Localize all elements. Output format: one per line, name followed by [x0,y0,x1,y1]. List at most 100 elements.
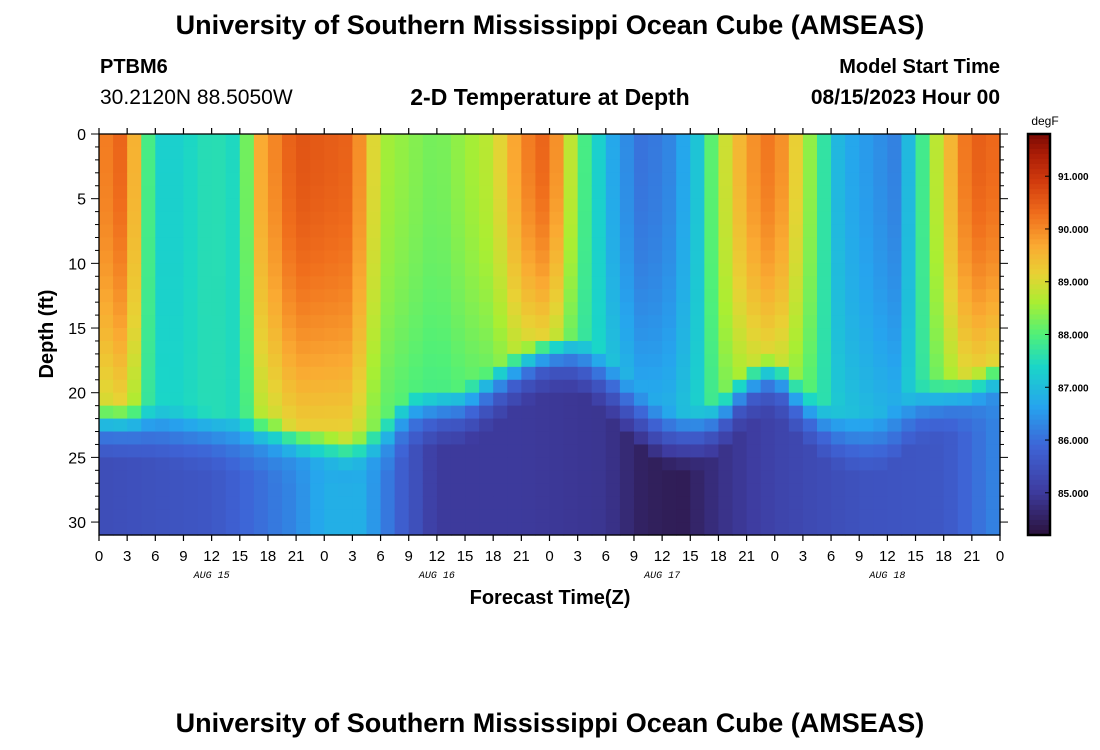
colorbar-segment [1028,459,1050,466]
heatmap-cell [296,405,311,420]
heatmap-cell [816,159,832,174]
heatmap-cell [816,444,832,458]
heatmap-cell [141,496,156,510]
heatmap-cell [633,198,649,213]
heatmap-cell [591,211,607,226]
heatmap-cell [690,302,705,316]
heatmap-cell [436,250,452,264]
heatmap-cell [310,366,325,381]
heatmap-cell [366,418,382,433]
heatmap-cell [802,457,818,471]
heatmap-cell [901,444,917,458]
heatmap-cell [887,302,903,316]
heatmap-cell [831,522,846,536]
heatmap-cell [563,509,579,523]
heatmap-cell [563,353,579,368]
heatmap-cell [788,392,804,407]
colorbar-segment [1028,189,1050,195]
heatmap-cell [197,224,213,239]
heatmap-cell [479,522,494,536]
heatmap-cell [338,379,354,394]
heatmap-cell [127,328,142,342]
heatmap-cell [422,250,438,264]
heatmap-cell [324,431,339,446]
heatmap-cell [549,470,565,484]
heatmap-cell [535,366,551,381]
heatmap-cell [591,198,607,213]
heatmap-cell [141,328,156,342]
heatmap-cell [296,237,311,252]
heatmap-cell [633,418,649,433]
heatmap-cell [859,185,874,200]
heatmap-cell [704,457,720,471]
heatmap-cell [197,418,213,433]
heatmap-cell [155,185,170,200]
heatmap-cell [366,444,382,458]
heatmap-cell [690,250,705,264]
heatmap-cell [296,315,311,329]
heatmap-cell [831,146,846,161]
heatmap-cell [732,172,748,187]
heatmap-cell [197,392,213,407]
heatmap-cell [535,159,551,174]
heatmap-cell [380,457,396,471]
heatmap-cell [971,470,987,484]
heatmap-cell [436,379,452,394]
heatmap-cell [732,353,748,368]
heatmap-cell [253,483,269,497]
heatmap-cell [648,263,663,277]
heatmap-cell [802,379,818,394]
heatmap-cell [141,392,156,407]
heatmap-cell [605,457,621,471]
heatmap-cell [788,315,804,329]
heatmap-cell [549,172,565,187]
heatmap-cell [788,509,804,523]
heatmap-cell [507,302,522,316]
heatmap-cell [394,146,410,161]
heatmap-cell [366,172,382,187]
heatmap-cell [633,509,649,523]
colorbar-segment [1028,324,1050,331]
heatmap-cell [802,237,818,252]
heatmap-cell [816,276,832,290]
heatmap-cell [113,328,128,342]
heatmap-cell [859,444,874,458]
colorbar-segment [1028,174,1050,180]
heatmap-cell [113,340,128,355]
heatmap-cell [225,418,241,433]
heatmap-cell [465,522,480,536]
heatmap-cell [718,405,734,420]
heatmap-cell [296,431,311,446]
heatmap-cell [493,405,508,420]
heatmap-cell [113,263,128,277]
heatmap-cell [816,366,832,381]
heatmap-cell [338,224,354,239]
heatmap-cell [873,185,888,200]
heatmap-cell [380,263,396,277]
heatmap-cell [282,418,297,433]
heatmap-cell [816,483,832,497]
heatmap-cell [352,470,368,484]
heatmap-cell [690,224,705,239]
heatmap-cell [985,483,1001,497]
heatmap-cell [197,444,213,458]
heatmap-cell [605,276,621,290]
heatmap-cell [887,392,903,407]
heatmap-cell [366,509,382,523]
heatmap-cell [239,418,255,433]
colorbar [1028,134,1050,536]
heatmap-cell [408,185,424,200]
heatmap-cell [633,134,649,148]
heatmap-cell [901,224,917,239]
heatmap-cell [845,431,860,446]
colorbar-segment [1028,319,1050,326]
heatmap-cell [816,146,832,161]
heatmap-cell [141,366,156,381]
heatmap-cell [127,509,142,523]
heatmap-cell [831,444,846,458]
heatmap-cell [521,496,537,510]
heatmap-cell [127,134,142,148]
heatmap-cell [563,224,579,239]
heatmap-cell [563,172,579,187]
heatmap-cell [746,224,762,239]
